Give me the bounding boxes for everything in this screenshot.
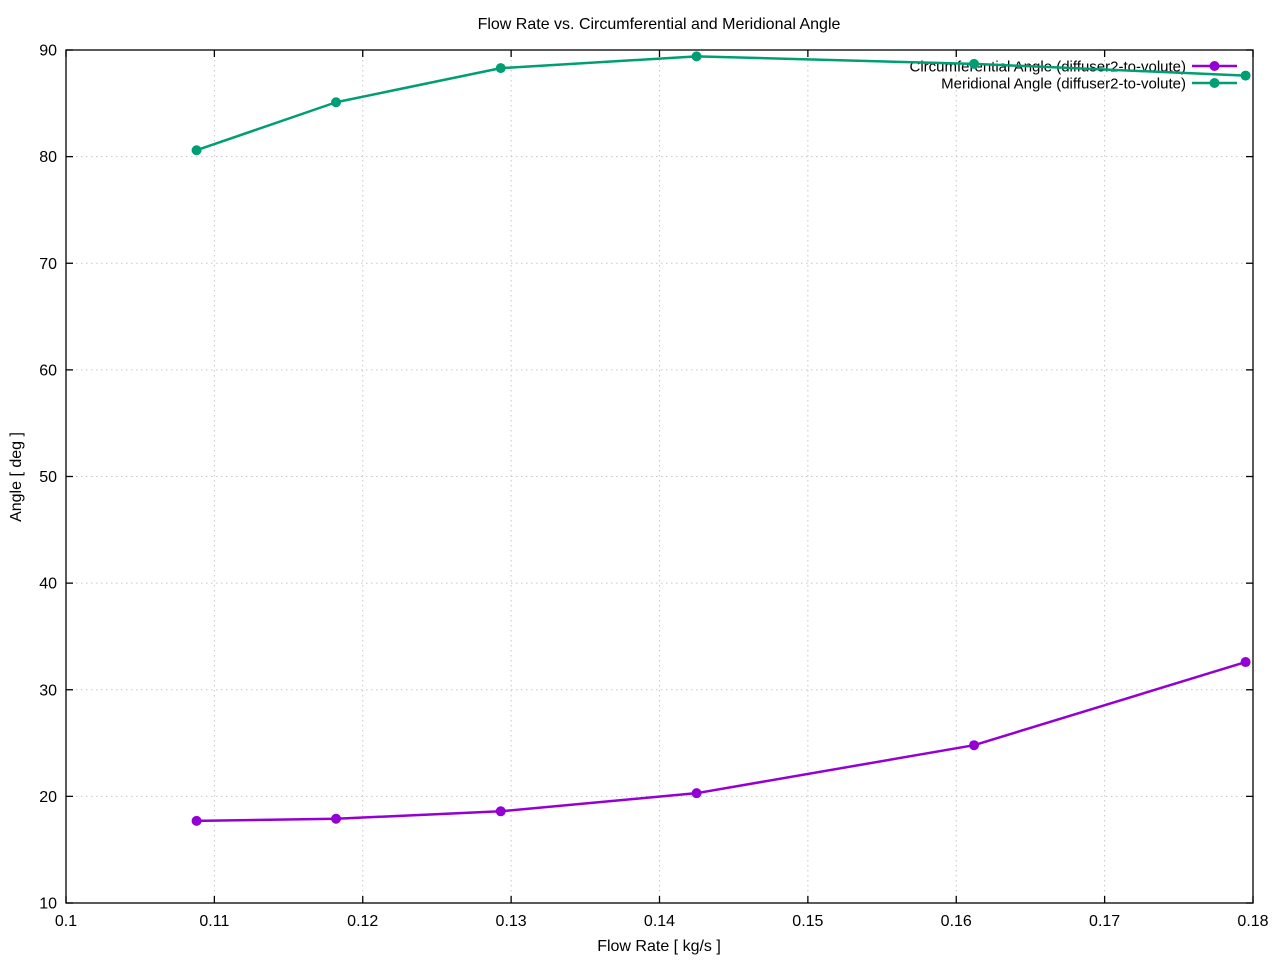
x-tick-label: 0.15 [792,913,823,930]
x-tick-label: 0.16 [941,913,972,930]
data-point [191,145,202,156]
x-axis-label: Flow Rate [ kg/s ] [597,938,721,955]
x-tick-label: 0.18 [1237,913,1268,930]
y-tick-label: 70 [39,256,57,273]
data-point [331,813,342,824]
legend-point-sample [1209,61,1220,71]
y-tick-label: 30 [39,682,57,699]
series-line [195,660,1247,823]
data-point [331,97,342,108]
legend-point-sample [1209,78,1220,88]
data-point [191,815,202,826]
x-tick-label: 0.11 [199,913,229,930]
data-point [495,806,506,817]
y-tick-label: 20 [39,789,57,806]
x-tick-label: 0.1 [55,913,77,930]
data-point [1240,70,1251,81]
series-layer [191,51,1251,826]
y-tick-label: 50 [39,469,57,486]
axes-layer: 0.1 0.11 0.12 0.13 0.14 0.15 0.16 0.17 0.18 10 20 3… [39,43,1268,931]
y-tick-label: 40 [39,576,57,593]
x-tick-label: 0.17 [1089,913,1120,930]
y-tick-label: 80 [39,149,57,166]
gridlines-layer [65,49,1254,904]
chart-title: Flow Rate vs. Circumferential and Meridi… [478,16,841,33]
x-tick-label: 0.14 [644,913,675,930]
x-tick-label: 0.13 [496,913,527,930]
data-point [1240,657,1251,668]
legend-label: Meridional Angle (diffuser2-to-volute) [941,76,1186,93]
y-tick-label: 90 [39,43,57,60]
x-tick-label: 0.12 [347,913,378,930]
data-point [969,58,980,69]
series-line [195,55,1247,152]
data-point [691,788,702,799]
y-tick-label: 60 [39,362,57,379]
data-point [495,63,506,74]
data-point [969,740,980,751]
y-axis-label: Angle [ deg ] [8,432,25,522]
data-point [691,51,702,62]
y-tick-label: 10 [39,896,57,913]
